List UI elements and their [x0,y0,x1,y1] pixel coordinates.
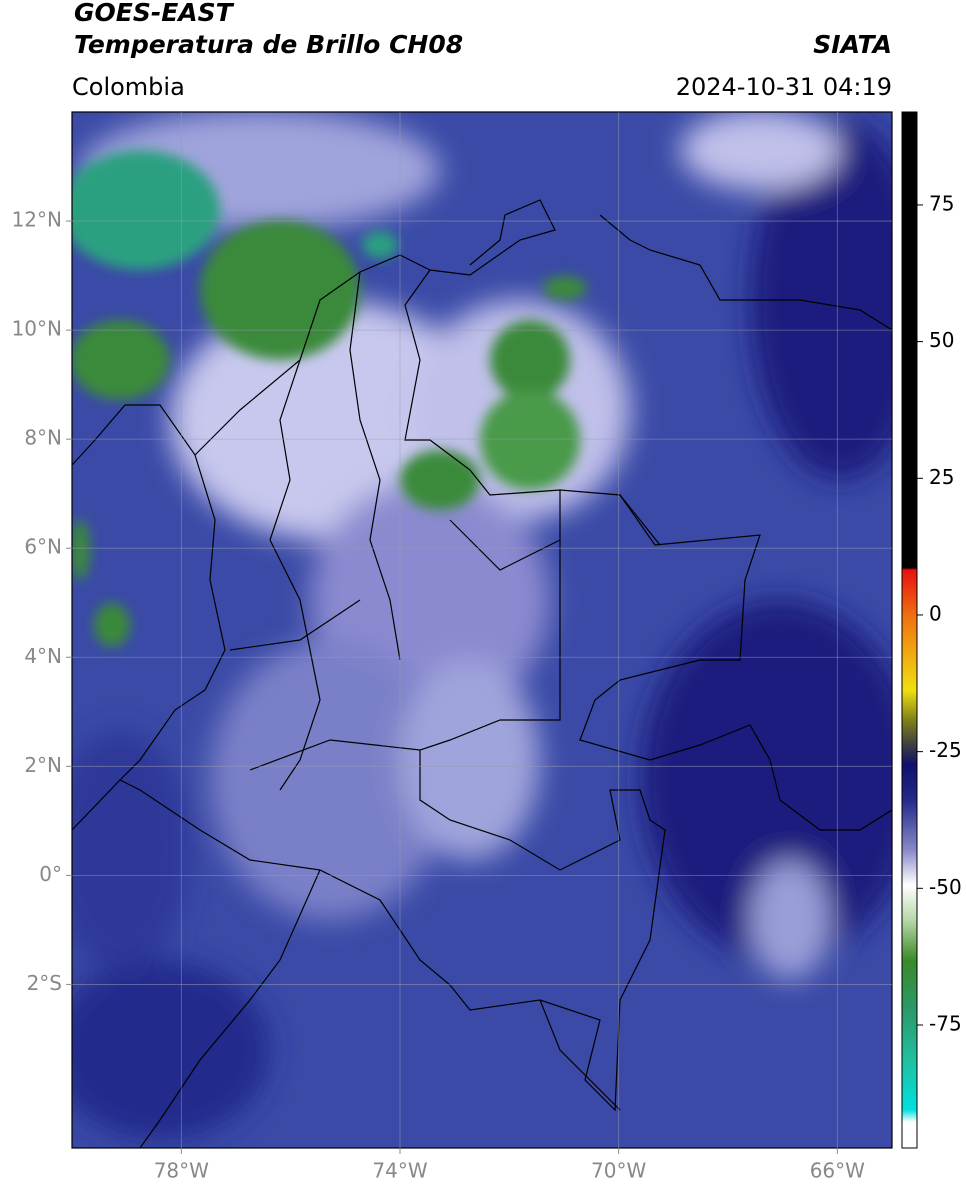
y-tick-label: 6°N [24,535,62,559]
y-tick-label: 8°N [24,426,62,450]
colorbar-tick-label: -50 [929,875,962,899]
colorbar-tick-label: -25 [929,738,962,762]
y-tick-label: 12°N [12,208,62,232]
x-tick-label: 70°W [591,1159,646,1183]
colorbar-tick-label: 50 [929,328,954,352]
x-tick-label: 78°W [154,1159,209,1183]
x-tick-label: 74°W [372,1159,427,1183]
map-frame [71,111,893,1149]
colorbar-tick-label: -75 [929,1011,962,1035]
colorbar-tick-label: 0 [929,601,942,625]
subtitle: Temperatura de Brillo CH08 [74,30,463,59]
axes: 78°W 74°W 70°W 66°W 12°N 10°N 8°N 6°N 4°N 2°N 0° 2°… [12,112,962,1183]
datetime: 2024-10-31 04:19 [676,73,892,101]
x-tick-label: 66°W [810,1159,865,1183]
title: GOES-EAST [74,0,235,27]
colorbar-tick-label: 25 [929,465,954,489]
region: Colombia [72,73,185,101]
colorbar-tick-label: 75 [929,191,954,215]
y-tick-label: 0° [39,862,62,886]
y-tick-label: 2°N [24,753,62,777]
brand: SIATA [813,30,892,59]
y-tick-label: 2°S [27,971,62,995]
y-tick-label: 4°N [24,644,62,668]
y-tick-label: 10°N [12,317,62,341]
colorbar [901,111,918,1149]
country-borders [72,199,892,1148]
satellite-image [72,112,892,1148]
